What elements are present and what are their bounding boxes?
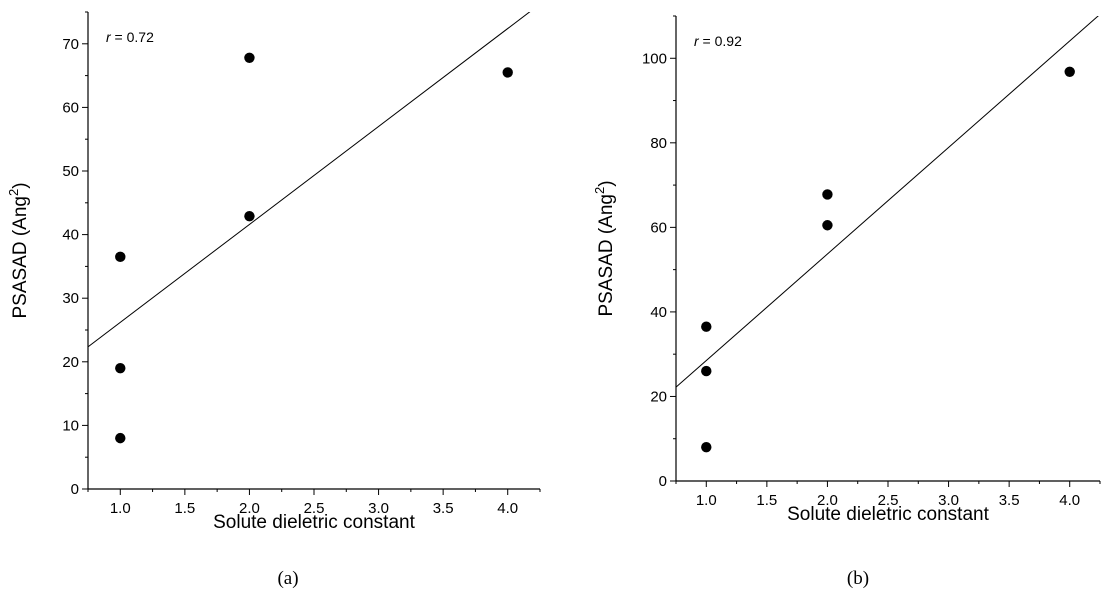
- correlation-annotation: r = 0.72: [106, 29, 154, 45]
- y-tick-label: 100: [642, 50, 667, 67]
- data-point: [701, 365, 712, 377]
- y-tick-label: 0: [71, 481, 79, 498]
- y-tick-label: 60: [650, 219, 667, 236]
- y-tick-label: 60: [62, 99, 79, 116]
- correlation-annotation: r = 0.92: [694, 33, 742, 49]
- x-tick-label: 3.5: [999, 492, 1020, 509]
- data-point: [1064, 66, 1075, 78]
- x-tick-label: 2.0: [817, 492, 838, 509]
- y-tick-label: 0: [659, 473, 667, 490]
- y-tick-label: 20: [650, 388, 667, 405]
- y-tick-label: 80: [650, 135, 667, 152]
- x-tick-label: 1.0: [696, 492, 717, 509]
- panel-caption: (b): [847, 568, 869, 589]
- x-tick-label: 3.0: [938, 492, 959, 509]
- y-tick-label: 50: [62, 163, 79, 180]
- x-tick-label: 2.5: [304, 500, 325, 517]
- panel-caption: (a): [277, 568, 298, 589]
- y-tick-label: 70: [62, 36, 79, 53]
- data-point: [115, 362, 126, 374]
- x-tick-label: 2.5: [878, 492, 899, 509]
- x-axis-title: Solute dieletric constant: [213, 512, 415, 533]
- data-point: [115, 432, 126, 444]
- x-axis-title: Solute dieletric constant: [787, 504, 989, 525]
- x-tick-label: 1.0: [110, 500, 131, 517]
- chart-panel-a: 1.0 1.5 2.0 2.5 3.0 3.5 4.0 0 10 20 30 40 50 60 70 r = …: [6, 11, 541, 589]
- data-point: [701, 441, 712, 453]
- y-tick-label: 20: [62, 354, 79, 371]
- y-tick-label: 40: [62, 227, 79, 244]
- y-tick-label: 30: [62, 290, 79, 307]
- x-tick-label: 3.0: [368, 500, 389, 517]
- data-point: [701, 321, 712, 332]
- data-point: [244, 210, 255, 222]
- chart-panel-b: 1.0 1.5 2.0 2.5 3.0 3.5 4.0 0 20 40 60 80 100 r = 0.9…: [592, 15, 1101, 589]
- data-point: [502, 67, 513, 78]
- x-tick-label: 1.5: [756, 492, 777, 509]
- data-point: [822, 220, 833, 231]
- x-tick-label: 2.0: [239, 500, 260, 517]
- regression-line: [676, 16, 1099, 388]
- data-point: [244, 52, 255, 63]
- x-tick-label: 1.5: [174, 500, 195, 517]
- data-point: [822, 189, 833, 200]
- regression-line: [88, 12, 531, 348]
- y-axis-title: PSASAD (Ang2): [592, 180, 617, 316]
- y-axis-title: PSASAD (Ang2): [6, 182, 31, 318]
- x-tick-label: 4.0: [497, 500, 518, 517]
- y-tick-label: 10: [62, 417, 79, 434]
- x-tick-label: 3.5: [433, 500, 454, 517]
- y-tick-label: 40: [650, 304, 667, 321]
- data-point: [115, 251, 126, 263]
- x-tick-label: 4.0: [1059, 492, 1080, 509]
